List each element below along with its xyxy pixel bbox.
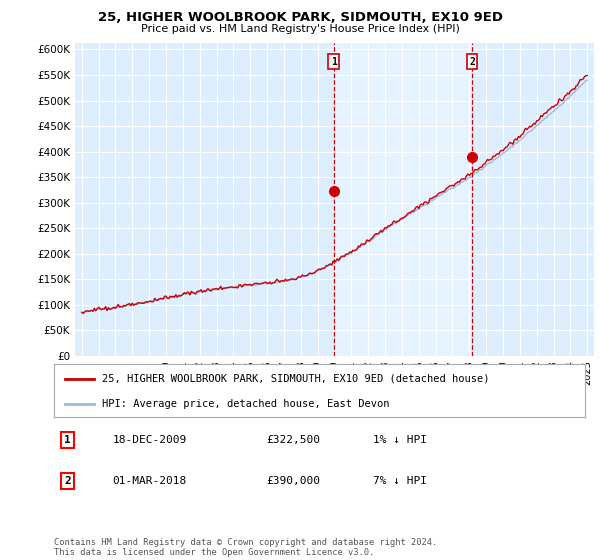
- Text: Contains HM Land Registry data © Crown copyright and database right 2024.
This d: Contains HM Land Registry data © Crown c…: [54, 538, 437, 557]
- Text: 01-MAR-2018: 01-MAR-2018: [112, 476, 187, 486]
- Bar: [334, 43, 472, 356]
- Text: 18-DEC-2009: 18-DEC-2009: [112, 435, 187, 445]
- Text: 1: 1: [64, 435, 71, 445]
- Text: 2: 2: [469, 57, 475, 67]
- Text: £322,500: £322,500: [266, 435, 320, 445]
- Text: Price paid vs. HM Land Registry's House Price Index (HPI): Price paid vs. HM Land Registry's House …: [140, 24, 460, 34]
- Text: 25, HIGHER WOOLBROOK PARK, SIDMOUTH, EX10 9ED: 25, HIGHER WOOLBROOK PARK, SIDMOUTH, EX1…: [97, 11, 503, 24]
- Bar: [334, 43, 472, 356]
- Text: £390,000: £390,000: [266, 476, 320, 486]
- Text: 1% ↓ HPI: 1% ↓ HPI: [373, 435, 427, 445]
- Text: HPI: Average price, detached house, East Devon: HPI: Average price, detached house, East…: [102, 399, 389, 409]
- Text: 2: 2: [64, 476, 71, 486]
- Text: 7% ↓ HPI: 7% ↓ HPI: [373, 476, 427, 486]
- Text: 25, HIGHER WOOLBROOK PARK, SIDMOUTH, EX10 9ED (detached house): 25, HIGHER WOOLBROOK PARK, SIDMOUTH, EX1…: [102, 374, 489, 384]
- Text: 1: 1: [331, 57, 337, 67]
